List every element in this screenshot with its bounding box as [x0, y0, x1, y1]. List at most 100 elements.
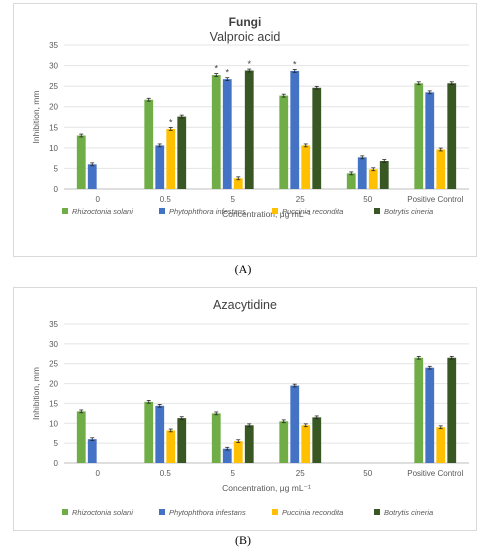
bar [233, 441, 243, 463]
legend-label: Puccinia recondita [282, 508, 343, 517]
x-tick-label: Positive Control [407, 469, 463, 478]
legend-label: Phytophthora infestans [169, 508, 246, 517]
significance-mark: * [169, 117, 173, 127]
bar [436, 149, 446, 189]
y-tick-label: 25 [49, 360, 58, 369]
bar [368, 169, 378, 189]
significance-mark: * [293, 59, 297, 69]
chart-b-svg: Azacytidine 0 5 10 15 20 25 30 35 Inhibition, mm 0… [31, 298, 469, 517]
significance-mark: * [225, 68, 229, 78]
y-tick-label: 35 [49, 41, 58, 50]
x-axis-label: Concentration, μg mL⁻¹ [222, 483, 311, 493]
chart-panel-a: Fungi Valproic acid 0 5 10 15 20 25 30 35 Inhibiti… [13, 3, 477, 257]
bar [211, 75, 221, 189]
y-tick-label: 25 [49, 82, 58, 91]
bar [144, 401, 154, 463]
y-tick-label: 20 [49, 380, 58, 389]
bar [312, 87, 322, 189]
legend-label: Rhizoctonia solani [72, 508, 133, 517]
bar [301, 425, 311, 463]
legend-swatch [272, 208, 278, 214]
bar [155, 145, 165, 189]
x-tick-label: 50 [363, 195, 372, 204]
chart-panel-b: Azacytidine 0 5 10 15 20 25 30 35 Inhibition, mm 0… [13, 287, 477, 531]
bar [76, 135, 86, 189]
legend-label: Puccinia recondita [282, 207, 343, 216]
bar [166, 128, 176, 189]
bar [222, 79, 232, 189]
bar [346, 173, 356, 189]
bar [233, 178, 243, 189]
y-tick-label: 20 [49, 103, 58, 112]
bar [222, 448, 232, 463]
x-tick-label: 0.5 [160, 469, 172, 478]
bar [312, 417, 322, 463]
bar [414, 357, 424, 463]
bar [447, 357, 457, 463]
legend-swatch [374, 208, 380, 214]
bar [425, 367, 435, 463]
bar [144, 99, 154, 189]
legend-swatch [62, 208, 68, 214]
x-tick-label: 25 [296, 469, 305, 478]
bar [425, 92, 435, 189]
bar [290, 385, 300, 463]
x-tick-label: Positive Control [407, 195, 463, 204]
y-tick-label: 0 [54, 459, 59, 468]
bar [290, 70, 300, 189]
y-tick-label: 30 [49, 62, 58, 71]
bar [301, 145, 311, 189]
bar [244, 425, 254, 463]
x-tick-label: 50 [363, 469, 372, 478]
legend-swatch [62, 509, 68, 515]
significance-mark: * [214, 64, 218, 74]
bar [87, 439, 97, 463]
bar [211, 413, 221, 463]
bar [279, 95, 289, 189]
legend-label: Botrytis cineria [384, 508, 433, 517]
y-tick-label: 5 [54, 439, 59, 448]
x-tick-label: 0 [96, 195, 101, 204]
y-tick-label: 30 [49, 340, 58, 349]
y-axis-label: Inhibition, mm [31, 367, 41, 420]
significance-mark: * [247, 59, 251, 69]
bar [177, 418, 187, 463]
bar [436, 427, 446, 463]
bar [177, 116, 187, 189]
bar [379, 161, 389, 189]
caption-a: (A) [234, 262, 252, 276]
x-tick-label: 5 [231, 195, 236, 204]
bar [166, 430, 176, 463]
y-tick-label: 15 [49, 123, 58, 132]
legend-label: Phytophthora infestans [169, 207, 246, 216]
legend-swatch [272, 509, 278, 515]
legend-swatch [374, 509, 380, 515]
x-tick-label: 25 [296, 195, 305, 204]
y-tick-label: 15 [49, 399, 58, 408]
y-tick-label: 10 [49, 144, 58, 153]
bar [87, 164, 97, 189]
x-axis-label: Concentration, μg mL⁻¹ [222, 209, 311, 219]
chart-subtitle: Valproic acid [210, 30, 281, 44]
y-tick-label: 0 [54, 185, 59, 194]
chart-subtitle: Azacytidine [213, 298, 277, 312]
x-tick-label: 0.5 [160, 195, 172, 204]
bar [414, 83, 424, 189]
legend-swatch [159, 509, 165, 515]
bar [155, 405, 165, 463]
chart-title: Fungi [229, 15, 262, 29]
legend-label: Botrytis cineria [384, 207, 433, 216]
y-axis-label: Inhibition, mm [31, 91, 41, 144]
x-tick-label: 5 [231, 469, 236, 478]
legend-label: Rhizoctonia solani [72, 207, 133, 216]
y-tick-label: 5 [54, 164, 59, 173]
bar [279, 421, 289, 463]
legend-swatch [159, 208, 165, 214]
bar [357, 157, 367, 189]
x-tick-label: 0 [96, 469, 101, 478]
caption-b: (B) [235, 533, 251, 547]
y-tick-label: 35 [49, 320, 58, 329]
bar [244, 70, 254, 189]
bar [76, 411, 86, 463]
